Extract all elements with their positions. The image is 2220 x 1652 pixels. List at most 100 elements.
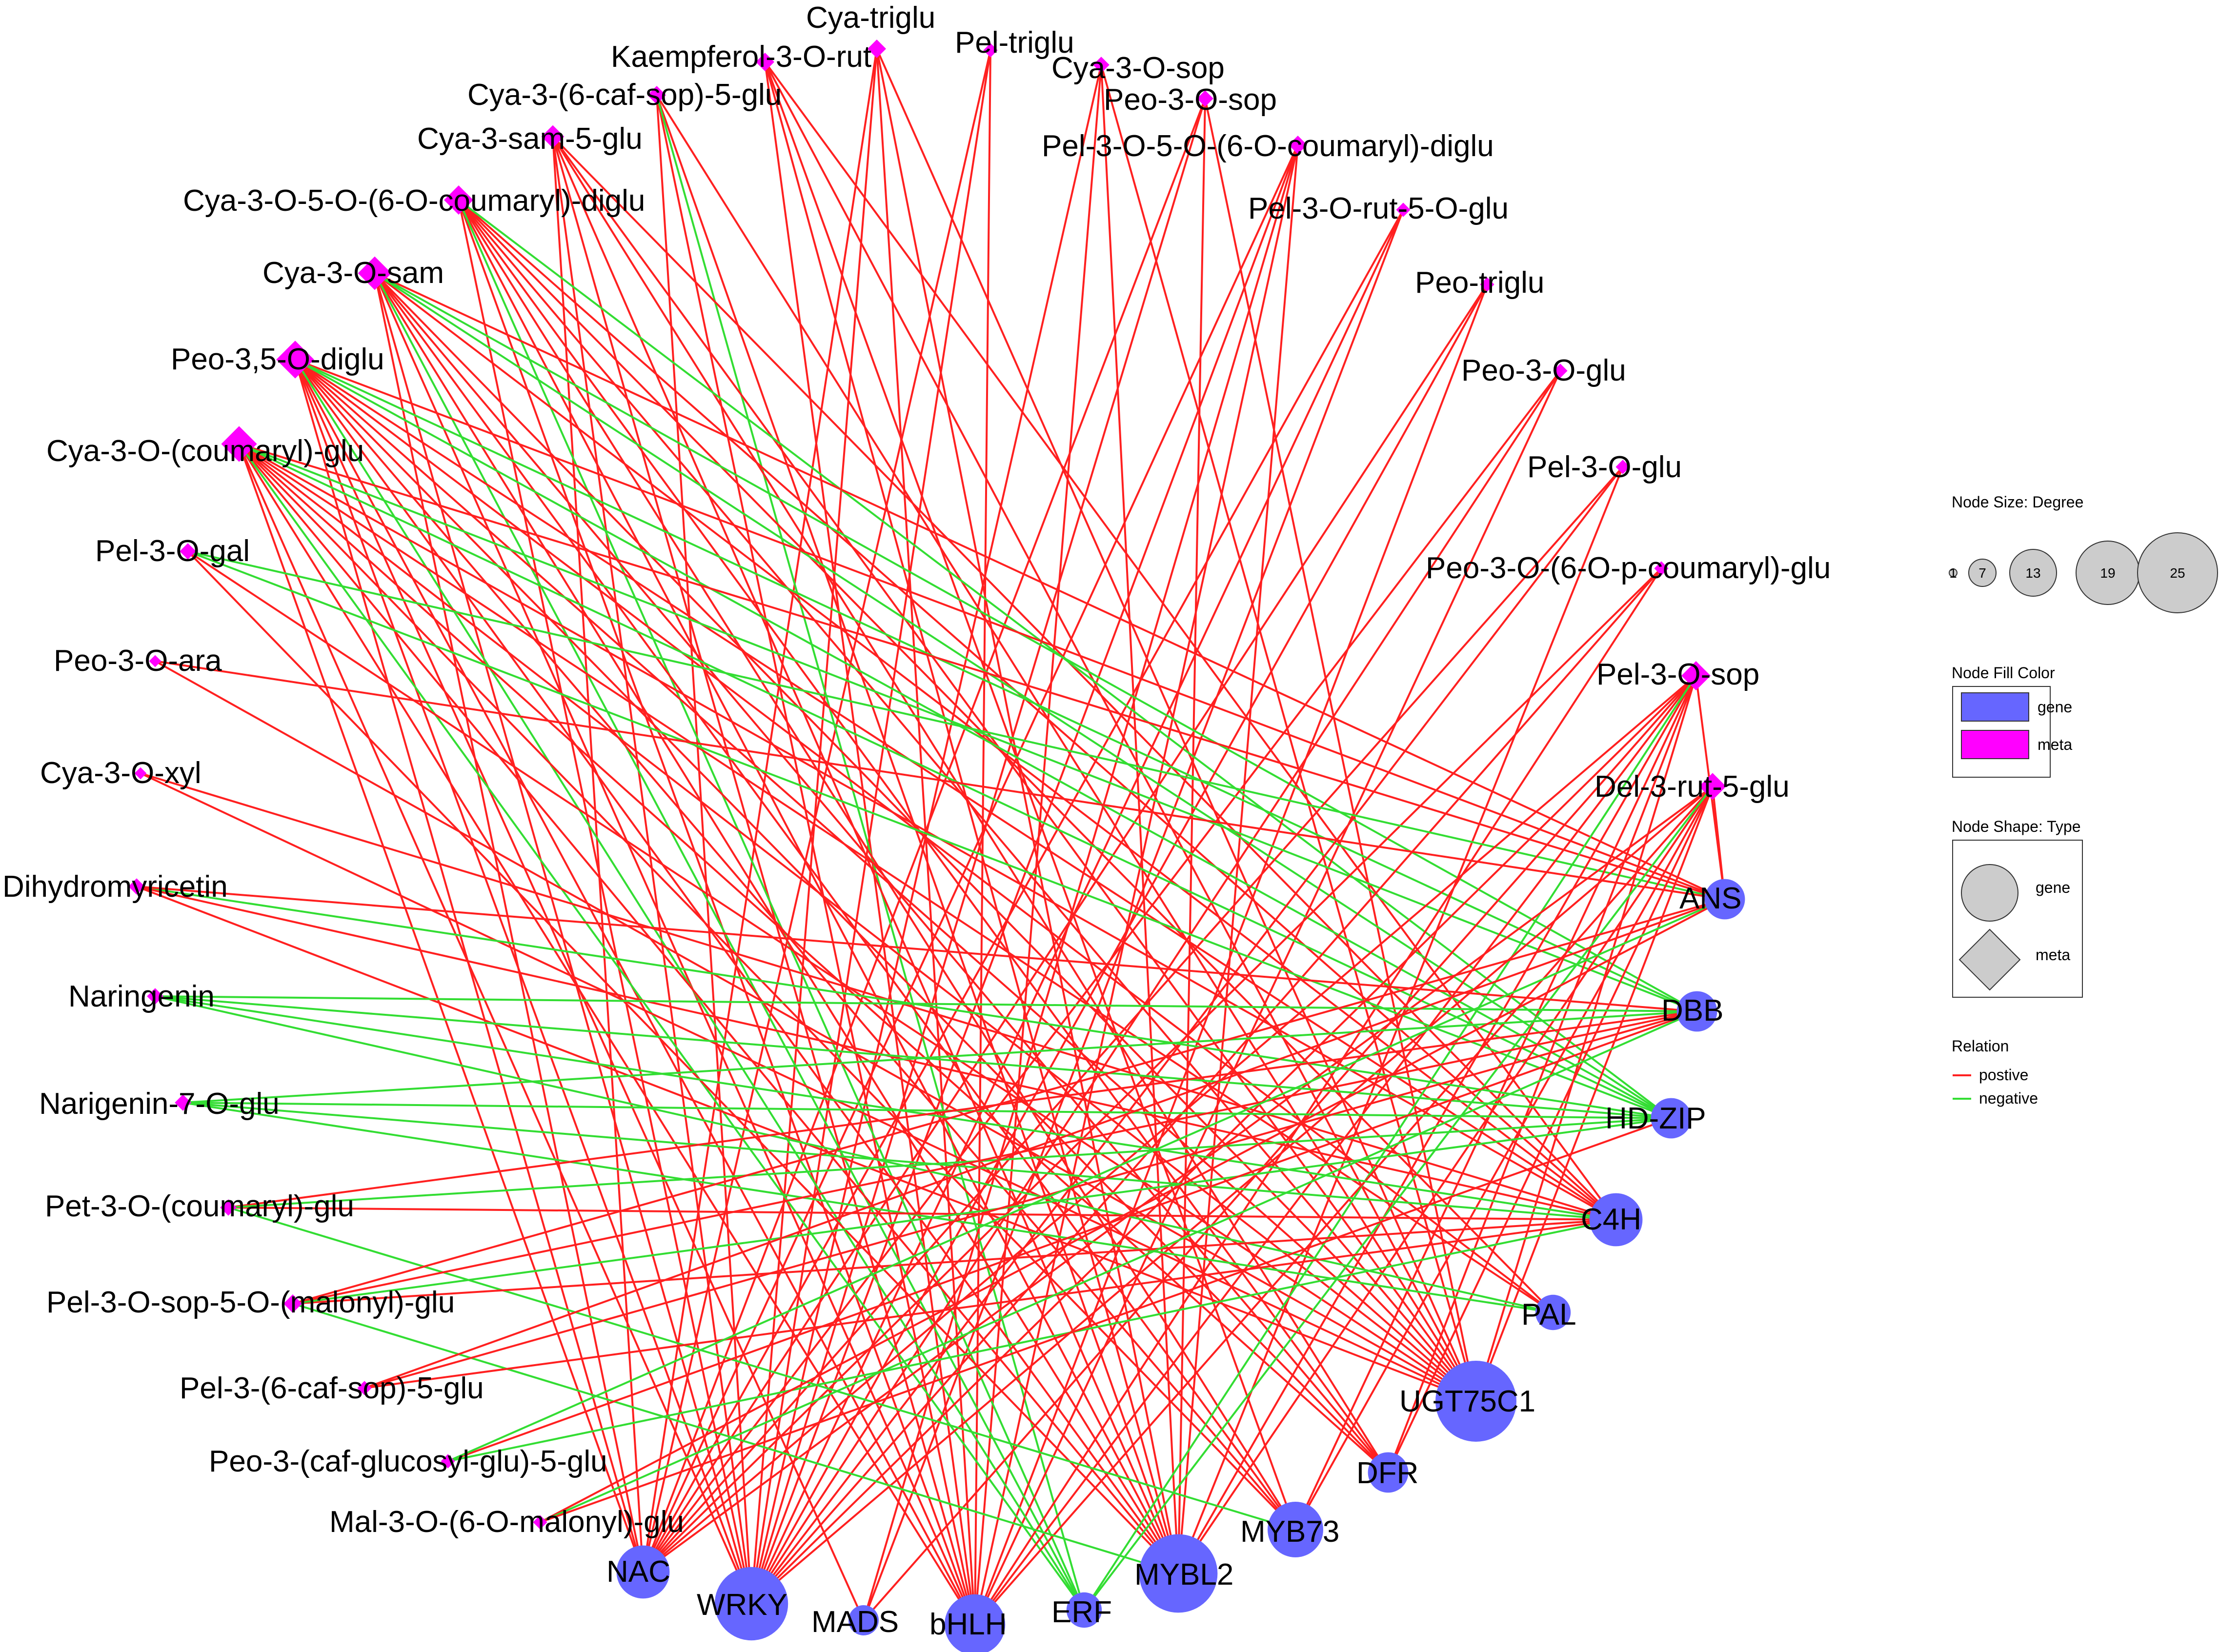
- meta-node-m17[interactable]: [1654, 561, 1669, 576]
- meta-label-m27: Pel-3-O-sop-5-O-(malonyl)-glu: [46, 1286, 455, 1319]
- edge-m19-MYB73: [1294, 675, 1697, 1530]
- gene-node-ERF[interactable]: [1066, 1592, 1102, 1628]
- edge-m17-NAC: [642, 567, 1662, 1573]
- edge-m28-C4H: [364, 1219, 1616, 1389]
- meta-node-m3[interactable]: [983, 43, 998, 58]
- meta-node-m22[interactable]: [134, 767, 147, 780]
- meta-node-m24[interactable]: [147, 988, 163, 1005]
- edge-m16-bHLH: [238, 443, 976, 1626]
- edge-m20-ANS: [155, 660, 1725, 900]
- meta-node-m2[interactable]: [756, 53, 774, 71]
- node-layer: [128, 40, 1745, 1652]
- edge-m9-WRKY: [750, 209, 1404, 1604]
- edge-m11-bHLH: [974, 284, 1488, 1625]
- gene-node-MYB73[interactable]: [1268, 1502, 1323, 1557]
- meta-label-m8: Cya-3-sam-5-glu: [417, 122, 643, 156]
- edge-m12-DBB: [374, 272, 1697, 1012]
- meta-node-m4[interactable]: [1093, 57, 1110, 73]
- gene-node-DBB[interactable]: [1676, 991, 1717, 1032]
- meta-node-m16[interactable]: [221, 426, 257, 462]
- meta-node-m21[interactable]: [1699, 773, 1726, 800]
- meta-label-m15: Pel-3-O-glu: [1527, 450, 1682, 484]
- gene-node-C4H[interactable]: [1589, 1193, 1643, 1247]
- meta-node-m11[interactable]: [1480, 277, 1494, 292]
- edge-m11-NAC: [642, 283, 1488, 1573]
- meta-node-m14[interactable]: [276, 341, 314, 379]
- gene-node-PAL[interactable]: [1535, 1294, 1571, 1330]
- gene-label-UGT75C1: UGT75C1: [1399, 1385, 1535, 1418]
- meta-node-m27[interactable]: [283, 1294, 302, 1313]
- meta-label-m18: Pel-3-O-gal: [95, 534, 250, 568]
- meta-node-m1[interactable]: [868, 40, 886, 58]
- edge-m10-bHLH: [458, 200, 976, 1625]
- meta-label-m30: Mal-3-O-(6-O-malonyl)-glu: [329, 1505, 684, 1539]
- edge-m3-NAC: [642, 50, 991, 1572]
- edge-m8-bHLH: [552, 136, 976, 1625]
- edge-m14-MYB73: [294, 359, 1296, 1531]
- gene-label-DFR: DFR: [1356, 1456, 1418, 1490]
- meta-node-m15[interactable]: [1615, 460, 1630, 474]
- size-circle-25: [2137, 532, 2218, 613]
- meta-label-m3: Pel-triglu: [955, 26, 1074, 60]
- edge-m5-MYBL2: [1177, 98, 1206, 1574]
- gene-label-C4H: C4H: [1581, 1203, 1641, 1236]
- edge-m27-ANS: [292, 898, 1725, 1305]
- meta-node-m10[interactable]: [444, 185, 473, 215]
- edge-m7-bHLH: [974, 144, 1299, 1625]
- edge-m14-DBB: [295, 359, 1697, 1012]
- edge-m1-UGT75C1: [876, 48, 1477, 1402]
- edge-m12-HDZIP: [374, 272, 1672, 1119]
- meta-node-m26[interactable]: [220, 1199, 237, 1216]
- legend-meta-label: meta: [2038, 736, 2072, 753]
- edge-m18-UGT75C1: [187, 550, 1477, 1402]
- edge-m21-UGT75C1: [1475, 786, 1714, 1402]
- meta-node-m13[interactable]: [1553, 363, 1568, 378]
- edge-m8-WRKY: [552, 136, 752, 1604]
- edge-m29-DBB: [447, 1010, 1697, 1462]
- meta-node-m6[interactable]: [647, 86, 666, 104]
- edge-m16-MYB73: [238, 443, 1296, 1531]
- edge-m16-DFR: [238, 443, 1389, 1473]
- gene-label-NAC: NAC: [606, 1555, 670, 1589]
- edge-m10-UGT75C1: [458, 199, 1477, 1402]
- size-label-25: 25: [2170, 565, 2185, 581]
- edge-m16-PAL: [238, 443, 1554, 1313]
- edge-m5-UGT75C1: [1204, 98, 1477, 1402]
- edge-m16-ANS: [239, 443, 1725, 900]
- gene-node-HDZIP[interactable]: [1651, 1098, 1692, 1139]
- gene-node-NAC[interactable]: [616, 1545, 670, 1599]
- gene-node-UGT75C1[interactable]: [1435, 1361, 1516, 1442]
- meta-node-m19[interactable]: [1681, 661, 1711, 690]
- meta-node-m25[interactable]: [175, 1094, 191, 1111]
- edge-m10-ERF: [458, 200, 1085, 1611]
- gene-node-ANS[interactable]: [1704, 879, 1745, 920]
- meta-node-m5[interactable]: [1197, 90, 1213, 107]
- gene-label-ANS: ANS: [1679, 882, 1741, 915]
- meta-node-m8[interactable]: [541, 125, 565, 148]
- gene-node-WRKY[interactable]: [714, 1567, 788, 1641]
- meta-label-m13: Peo-3-O-glu: [1461, 354, 1626, 387]
- gene-node-MYBL2[interactable]: [1139, 1534, 1218, 1613]
- gene-node-MADS[interactable]: [848, 1605, 879, 1635]
- meta-node-m12[interactable]: [358, 256, 392, 290]
- edge-m30-DBB: [540, 1010, 1697, 1523]
- edge-m27-DBB: [292, 1010, 1697, 1305]
- meta-node-m30[interactable]: [533, 1515, 547, 1530]
- size-label-7: 7: [1978, 565, 1986, 581]
- meta-node-m20[interactable]: [149, 655, 161, 667]
- meta-label-m20: Peo-3-O-ara: [54, 644, 222, 678]
- meta-node-m18[interactable]: [180, 543, 196, 560]
- meta-node-m7[interactable]: [1289, 136, 1307, 154]
- edge-m16-NAC: [238, 443, 644, 1572]
- gene-node-DFR[interactable]: [1368, 1452, 1409, 1493]
- legend-shape-box: [1952, 840, 2083, 998]
- meta-node-m29[interactable]: [441, 1454, 455, 1469]
- legend-meta-swatch: [1961, 730, 2029, 759]
- meta-node-m9[interactable]: [1396, 202, 1411, 217]
- meta-label-m26: Pet-3-O-(coumaryl)-glu: [45, 1189, 354, 1223]
- meta-node-m23[interactable]: [128, 878, 145, 895]
- edge-m7-NAC: [642, 144, 1299, 1572]
- meta-node-m28[interactable]: [357, 1381, 372, 1395]
- meta-label-m17: Peo-3-O-(6-O-p-coumaryl)-glu: [1426, 551, 1831, 585]
- gene-node-bHLH[interactable]: [944, 1594, 1006, 1652]
